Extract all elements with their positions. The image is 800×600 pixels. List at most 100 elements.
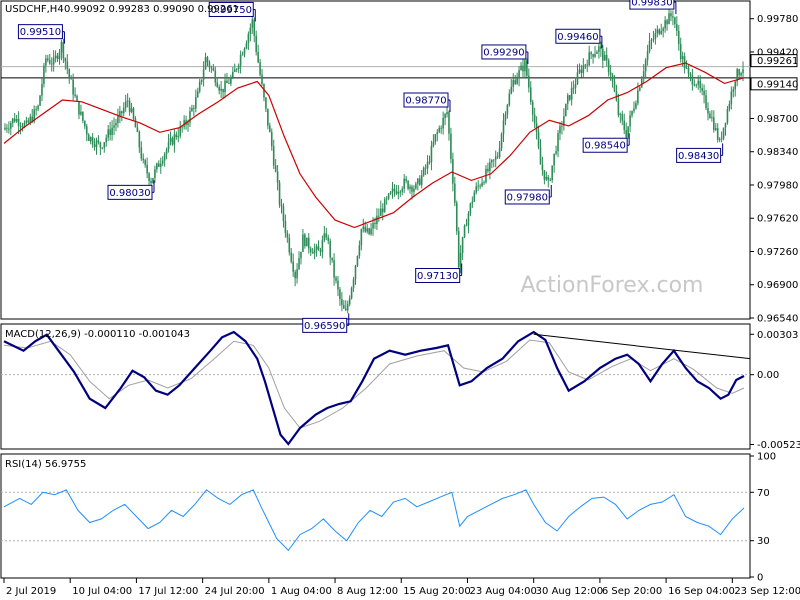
candle-body: [245, 43, 248, 49]
candle-body: [8, 128, 10, 130]
candle-body: [239, 54, 242, 66]
candle-body: [175, 134, 178, 138]
candle-body: [368, 228, 370, 235]
candle-body: [563, 116, 565, 126]
candle-body: [191, 108, 193, 112]
macd-axis-label: 0.00303: [757, 330, 798, 341]
candle-body: [270, 132, 273, 147]
annotation-label: 0.99460: [557, 32, 598, 43]
candle-body: [99, 142, 102, 148]
candle-body: [477, 185, 479, 187]
candle-body: [697, 80, 700, 85]
candle-body: [146, 164, 148, 174]
candle-body: [29, 116, 32, 123]
candle-body: [387, 193, 390, 199]
candle-body: [307, 237, 310, 249]
candle-body: [25, 120, 28, 123]
candle-body: [128, 100, 131, 112]
candle-body: [113, 125, 115, 128]
candle-body: [452, 159, 454, 184]
candle-body: [335, 277, 337, 281]
annotation-label: 0.98540: [584, 141, 625, 152]
candle-body: [736, 69, 738, 82]
time-axis-label: 15 Aug 20:00: [403, 586, 470, 597]
watermark: ActionForex.com: [521, 273, 704, 298]
candle-body: [228, 83, 230, 84]
candle-body: [348, 298, 351, 305]
time-axis-label: 16 Sep 04:00: [668, 586, 735, 597]
candle-body: [565, 103, 567, 117]
candle-body: [588, 52, 590, 66]
candle-body: [206, 57, 209, 63]
candle-body: [473, 192, 476, 202]
candle-body: [598, 46, 600, 52]
price-axis-label: 0.97260: [757, 247, 798, 258]
candle-body: [15, 119, 18, 122]
candle-body: [572, 87, 575, 89]
candle-body: [409, 186, 411, 189]
candle-body: [545, 176, 548, 180]
candle-body: [716, 127, 719, 140]
price-readout-box: [750, 77, 798, 91]
candle-body: [381, 208, 384, 213]
candle-body: [633, 108, 635, 112]
candle-body: [294, 271, 296, 279]
candle-body: [512, 80, 515, 87]
candle-body: [251, 19, 254, 28]
candle-body: [329, 241, 331, 258]
candle-body: [331, 257, 333, 261]
candle-body: [705, 95, 707, 109]
candle-body: [461, 237, 464, 253]
candle-body: [481, 182, 483, 187]
candle-body: [670, 13, 672, 17]
candle-body: [124, 101, 127, 108]
axes: 0.997800.994200.990600.987000.983400.979…: [3, 14, 800, 597]
macd-panel-frame: [0, 323, 751, 450]
annotation-box: [676, 147, 722, 163]
candle-body: [253, 19, 256, 36]
candle-body: [212, 68, 215, 71]
candle-body: [187, 122, 189, 125]
candle-body: [82, 111, 84, 121]
candle-body: [58, 52, 61, 60]
candle-body: [426, 161, 429, 169]
candle-body: [578, 69, 581, 73]
candle-body: [169, 138, 172, 142]
candle-body: [679, 44, 682, 60]
candle-body: [728, 103, 731, 110]
candle-body: [286, 232, 289, 238]
annotation-label: 0.99830: [631, 0, 672, 9]
candle-body: [159, 163, 162, 167]
candle-body: [27, 120, 30, 123]
candle-body: [107, 129, 109, 138]
rsi-axis-label: 100: [757, 452, 776, 463]
candle-body: [302, 234, 304, 252]
candle-body: [709, 113, 711, 119]
candle-body: [156, 163, 158, 170]
rsi-header: RSI(14) 56.9755: [5, 459, 86, 470]
candle-body: [592, 54, 594, 57]
candle-body: [413, 188, 415, 192]
candle-body: [407, 180, 409, 189]
candle-body: [742, 69, 744, 74]
candle-body: [144, 160, 146, 165]
macd-trendline: [533, 333, 751, 360]
candle-body: [724, 122, 727, 128]
price-panel-frame: [0, 0, 751, 320]
candle-body: [586, 64, 589, 66]
candle-body: [531, 101, 534, 115]
candle-body: [631, 111, 633, 116]
candle-body: [553, 153, 555, 166]
candle-body: [370, 228, 372, 235]
candle-body: [504, 114, 507, 121]
candle-body: [121, 111, 123, 114]
candle-body: [689, 73, 692, 76]
candle-body: [337, 280, 339, 290]
candle-body: [278, 182, 281, 205]
annotation-box: [582, 137, 628, 153]
candle-body: [436, 131, 439, 135]
candle-body: [292, 261, 294, 272]
candle-body: [637, 90, 639, 104]
candle-body: [518, 70, 520, 79]
candle-body: [623, 120, 626, 130]
